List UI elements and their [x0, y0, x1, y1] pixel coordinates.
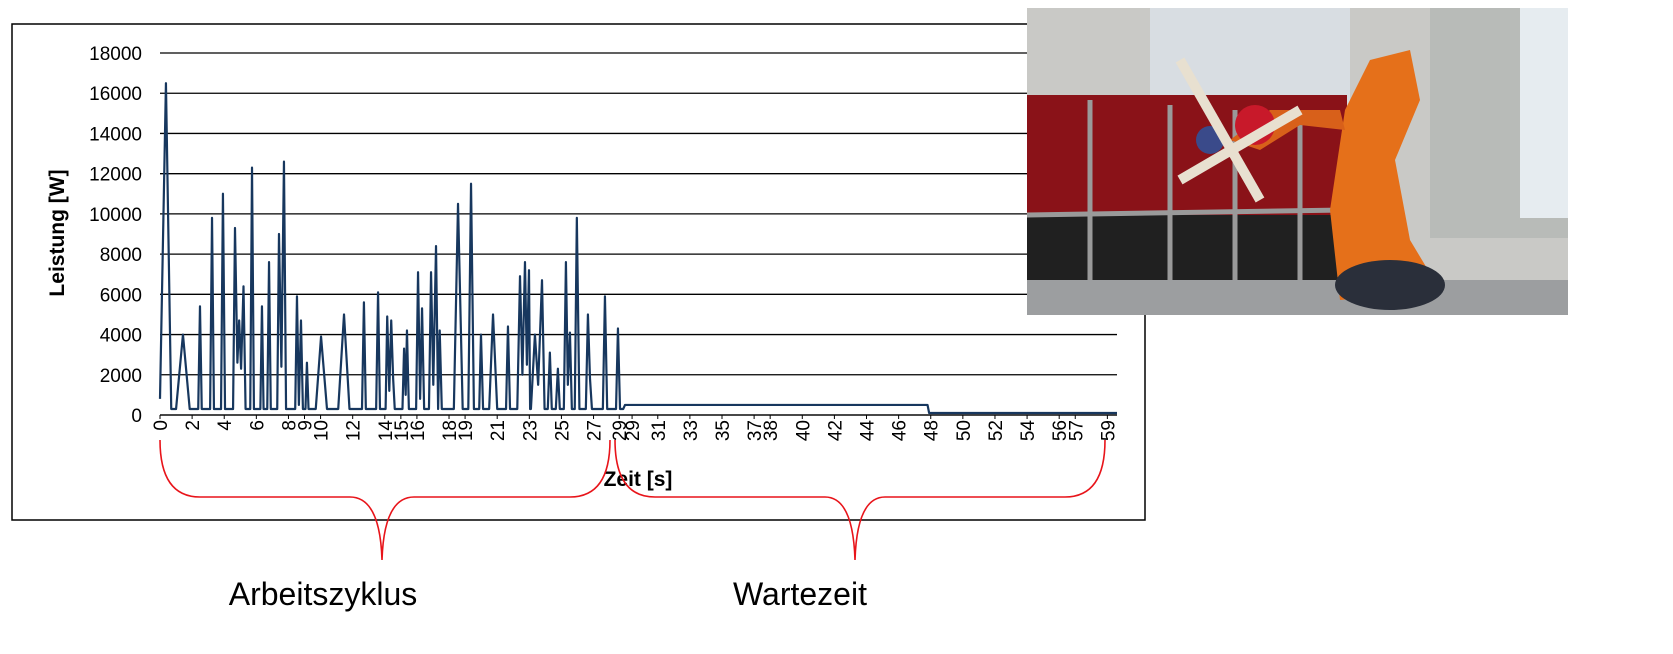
y-tick-label: 16000 — [89, 84, 142, 105]
x-tick-label: 12 — [344, 420, 365, 441]
x-tick-label: 31 — [649, 420, 670, 441]
x-tick-label: 25 — [552, 420, 573, 441]
x-tick-label: 52 — [986, 420, 1007, 441]
y-axis-title: Leistung [W] — [46, 169, 69, 296]
y-tick-label: 2000 — [100, 366, 142, 387]
x-tick-label: 10 — [312, 420, 333, 441]
x-tick-label: 40 — [793, 420, 814, 441]
y-tick-label: 12000 — [89, 165, 142, 186]
page: 0 2000 4000 6000 8000 10000 12000 14000 16000 180… — [0, 0, 1673, 654]
x-tick-label: 19 — [456, 420, 477, 441]
x-tick-label: 57 — [1066, 420, 1087, 441]
x-tick-label: 46 — [890, 420, 911, 441]
x-tick-label: 48 — [922, 420, 943, 441]
y-tick-label: 8000 — [100, 245, 142, 266]
x-tick-label: 33 — [681, 420, 702, 441]
x-tick-label: 16 — [408, 420, 429, 441]
x-tick-label: 42 — [825, 420, 846, 441]
chart: 0 2000 4000 6000 8000 10000 12000 14000 16000 180… — [0, 0, 1673, 649]
x-tick-label: 54 — [1018, 420, 1039, 442]
y-tick-label: 6000 — [100, 285, 142, 306]
x-tick-label: 44 — [858, 420, 879, 442]
x-tick-label: 4 — [215, 420, 236, 431]
x-tick-label: 38 — [761, 420, 782, 441]
y-tick-label: 18000 — [89, 44, 142, 65]
floor — [1027, 280, 1568, 315]
x-tick-label: 2 — [183, 420, 204, 431]
x-axis-title: Zeit [s] — [604, 468, 673, 491]
x-tick-label: 29 — [623, 420, 644, 441]
x-tick-label: 0 — [151, 420, 172, 431]
y-tick-label: 0 — [131, 406, 142, 427]
x-tick-label: 6 — [247, 420, 268, 431]
annotation: Wartezeit — [733, 576, 867, 612]
x-tick-label: 23 — [520, 420, 541, 441]
x-tick-label: 35 — [713, 420, 734, 441]
y-tick-label: 10000 — [89, 205, 142, 226]
x-tick-label: 50 — [954, 420, 975, 441]
x-tick-label: 21 — [488, 420, 509, 441]
photo — [1027, 8, 1568, 315]
y-tick-label: 14000 — [89, 124, 142, 145]
x-tick-label: 27 — [585, 420, 606, 441]
y-tick-label: 4000 — [100, 326, 142, 347]
window — [1520, 8, 1568, 218]
x-tick-label: 59 — [1098, 420, 1119, 441]
annotation: Arbeitszyklus — [229, 576, 418, 612]
robot-base — [1335, 260, 1445, 310]
